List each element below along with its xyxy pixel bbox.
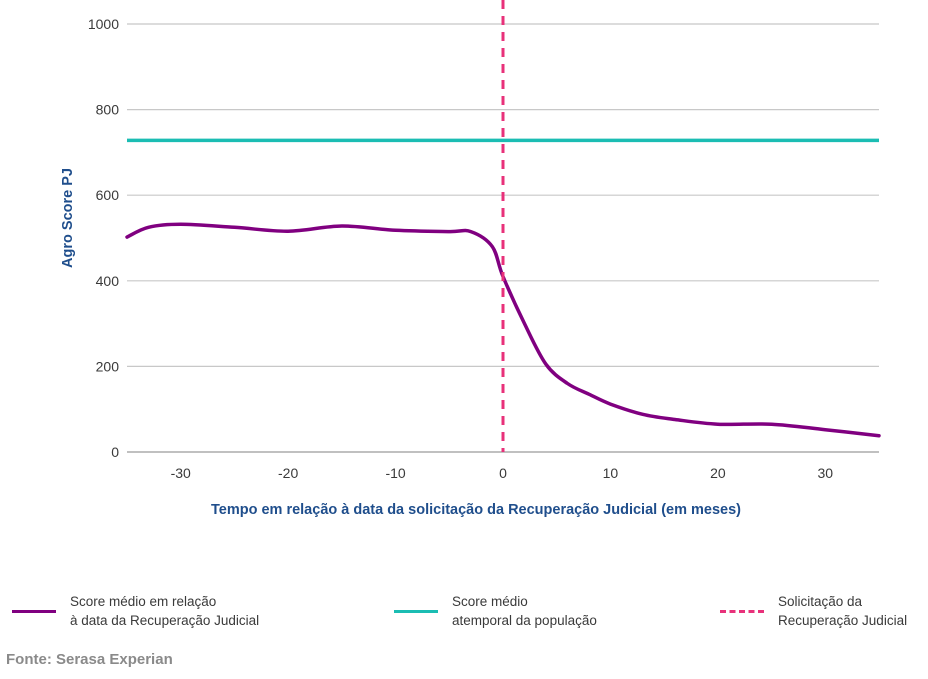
legend-swatch-dashed-pink xyxy=(720,609,764,613)
x-axis-label: Tempo em relação à data da solicitação d… xyxy=(211,502,741,518)
x-tick-label: -10 xyxy=(385,465,405,481)
x-tick-label: -20 xyxy=(278,465,298,481)
x-tick-label: -30 xyxy=(171,465,191,481)
x-tick-label: 30 xyxy=(817,465,833,481)
legend-label: Solicitação da Recuperação Judicial xyxy=(778,594,908,628)
legend-item-solicitacao: Solicitação da Recuperação Judicial xyxy=(720,592,907,630)
legend: Score médio em relação à data da Recuper… xyxy=(0,592,928,640)
x-tick-label: 0 xyxy=(499,465,507,481)
line-chart: 0 200 400 600 800 1000 -30 -20 -10 0 10 20 30 Agro … xyxy=(60,0,881,518)
legend-item-score-medio: Score médio em relação à data da Recuper… xyxy=(12,592,259,630)
legend-swatch-teal xyxy=(394,609,438,613)
x-tick-label: 20 xyxy=(710,465,726,481)
x-axis-ticks: -30 -20 -10 0 10 20 30 xyxy=(171,465,834,481)
y-axis-label: Agro Score PJ xyxy=(60,168,76,268)
y-tick-label: 800 xyxy=(96,102,120,118)
y-tick-label: 1000 xyxy=(88,16,119,32)
series-line-score-medio xyxy=(125,222,881,438)
y-tick-label: 400 xyxy=(96,273,120,289)
y-tick-label: 600 xyxy=(96,187,120,203)
legend-label: Score médio em relação à data da Recuper… xyxy=(70,594,260,628)
source-note: Fonte: Serasa Experian xyxy=(6,651,173,668)
legend-item-score-populacao: Score médio atemporal da população xyxy=(394,592,597,630)
series-lines xyxy=(125,0,881,452)
x-tick-label: 10 xyxy=(603,465,619,481)
y-tick-label: 0 xyxy=(111,444,119,460)
y-tick-label: 200 xyxy=(96,358,120,374)
legend-swatch-purple xyxy=(12,609,56,613)
legend-label: Score médio atemporal da população xyxy=(452,594,597,628)
y-axis-ticks: 0 200 400 600 800 1000 xyxy=(88,16,119,460)
